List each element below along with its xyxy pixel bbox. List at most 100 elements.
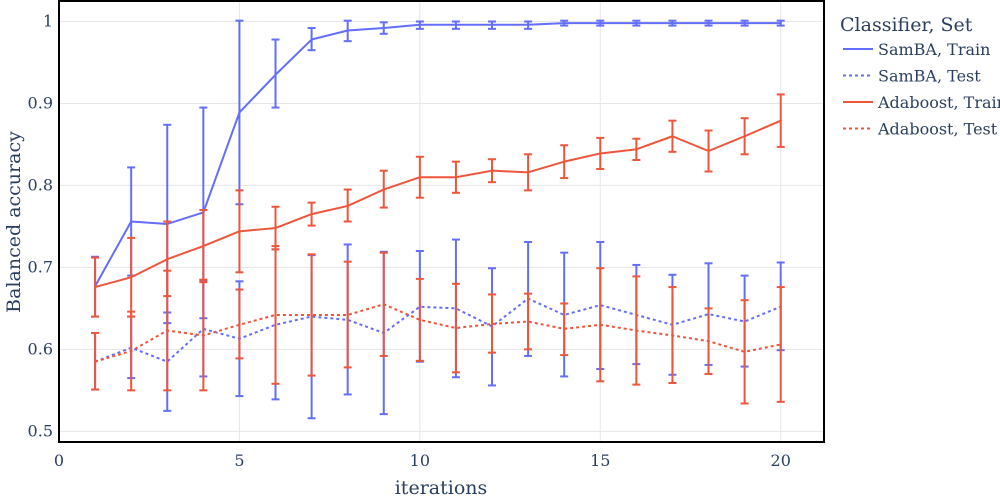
x-tick-label: 10	[410, 451, 430, 470]
data-point	[707, 22, 710, 25]
data-point	[599, 22, 602, 25]
data-point	[274, 227, 277, 230]
error-bar	[488, 158, 497, 184]
data-point	[454, 176, 457, 179]
error-bar	[632, 137, 641, 162]
legend: Classifier, Set SamBA, Train SamBA, Test A…	[840, 14, 1000, 139]
error-bar	[488, 293, 497, 354]
x-tick-label: 15	[590, 451, 610, 470]
legend-label: Adaboost, Test	[877, 120, 998, 139]
y-tick-label: 0.9	[28, 93, 53, 112]
error-bar	[704, 19, 713, 27]
error-bar	[415, 155, 424, 199]
error-bar	[632, 19, 641, 27]
data-point	[310, 38, 313, 41]
legend-label: SamBA, Train	[878, 40, 990, 59]
data-point	[310, 313, 313, 316]
data-point	[779, 119, 782, 122]
data-point	[418, 176, 421, 179]
data-point	[779, 343, 782, 346]
data-point	[130, 220, 133, 223]
data-point	[382, 27, 385, 30]
error-bar	[379, 169, 388, 209]
legend-item-samba-test[interactable]: SamBA, Test	[843, 67, 981, 86]
data-point	[94, 360, 97, 363]
error-bar	[740, 19, 749, 27]
error-bar	[740, 117, 749, 156]
legend-item-adaboost-train[interactable]: Adaboost, Train	[843, 93, 1000, 112]
data-point	[346, 29, 349, 32]
error-bar	[199, 278, 208, 392]
error-bar	[91, 256, 100, 318]
error-bar	[524, 20, 533, 30]
legend-item-adaboost-test[interactable]: Adaboost, Test	[843, 120, 998, 139]
grid-lines	[59, 1, 824, 442]
x-axis-title: iterations	[395, 477, 488, 499]
data-point	[707, 150, 710, 153]
y-tick-label: 0.7	[28, 257, 53, 276]
data-point	[563, 160, 566, 163]
data-point	[418, 318, 421, 321]
error-bar	[343, 260, 352, 369]
error-bar	[776, 286, 785, 403]
x-tick-label: 0	[54, 451, 64, 470]
data-point	[202, 245, 205, 248]
data-point	[779, 22, 782, 25]
error-bar	[307, 253, 316, 377]
error-bar	[343, 188, 352, 223]
legend-title: Classifier, Set	[840, 14, 973, 36]
plot-background	[59, 1, 824, 442]
data-point	[635, 329, 638, 332]
error-bar	[127, 310, 136, 392]
error-bar	[740, 299, 749, 405]
error-bar	[704, 307, 713, 375]
y-tick-label: 0.5	[28, 421, 53, 440]
data-point	[527, 171, 530, 174]
legend-label: SamBA, Test	[878, 67, 981, 86]
error-bar	[524, 153, 533, 192]
data-point	[527, 320, 530, 323]
error-bar	[560, 19, 569, 27]
series-layer	[91, 19, 785, 420]
x-tick-label: 20	[771, 451, 791, 470]
error-bar	[668, 286, 677, 384]
data-point	[491, 322, 494, 325]
data-point	[707, 340, 710, 343]
error-bar	[235, 288, 244, 360]
data-point	[346, 204, 349, 207]
data-point	[743, 350, 746, 353]
error-bar	[704, 129, 713, 173]
error-bar	[379, 21, 388, 35]
data-point	[491, 169, 494, 172]
data-point	[310, 213, 313, 216]
error-bar	[343, 19, 352, 43]
error-bar	[596, 136, 605, 171]
data-point	[130, 276, 133, 279]
data-point	[238, 230, 241, 233]
error-bar	[307, 201, 316, 227]
data-point	[454, 327, 457, 330]
y-tick-label: 0.6	[28, 339, 53, 358]
plot-frame	[58, 0, 825, 443]
data-point	[130, 350, 133, 353]
error-bar	[596, 19, 605, 27]
legend-label: Adaboost, Train	[877, 93, 1000, 112]
data-point	[599, 152, 602, 155]
legend-item-samba-train[interactable]: SamBA, Train	[843, 40, 990, 59]
error-bar	[451, 160, 460, 194]
data-point	[382, 188, 385, 191]
data-point	[527, 23, 530, 26]
data-point	[166, 258, 169, 261]
error-bar	[776, 19, 785, 27]
data-point	[599, 323, 602, 326]
data-point	[743, 135, 746, 138]
data-point	[238, 323, 241, 326]
error-bar	[451, 20, 460, 30]
error-bar	[235, 189, 244, 274]
error-bar	[415, 20, 424, 30]
series-adaboost-test	[91, 245, 785, 405]
data-point	[491, 23, 494, 26]
error-bar	[451, 282, 460, 374]
error-bar	[560, 144, 569, 180]
